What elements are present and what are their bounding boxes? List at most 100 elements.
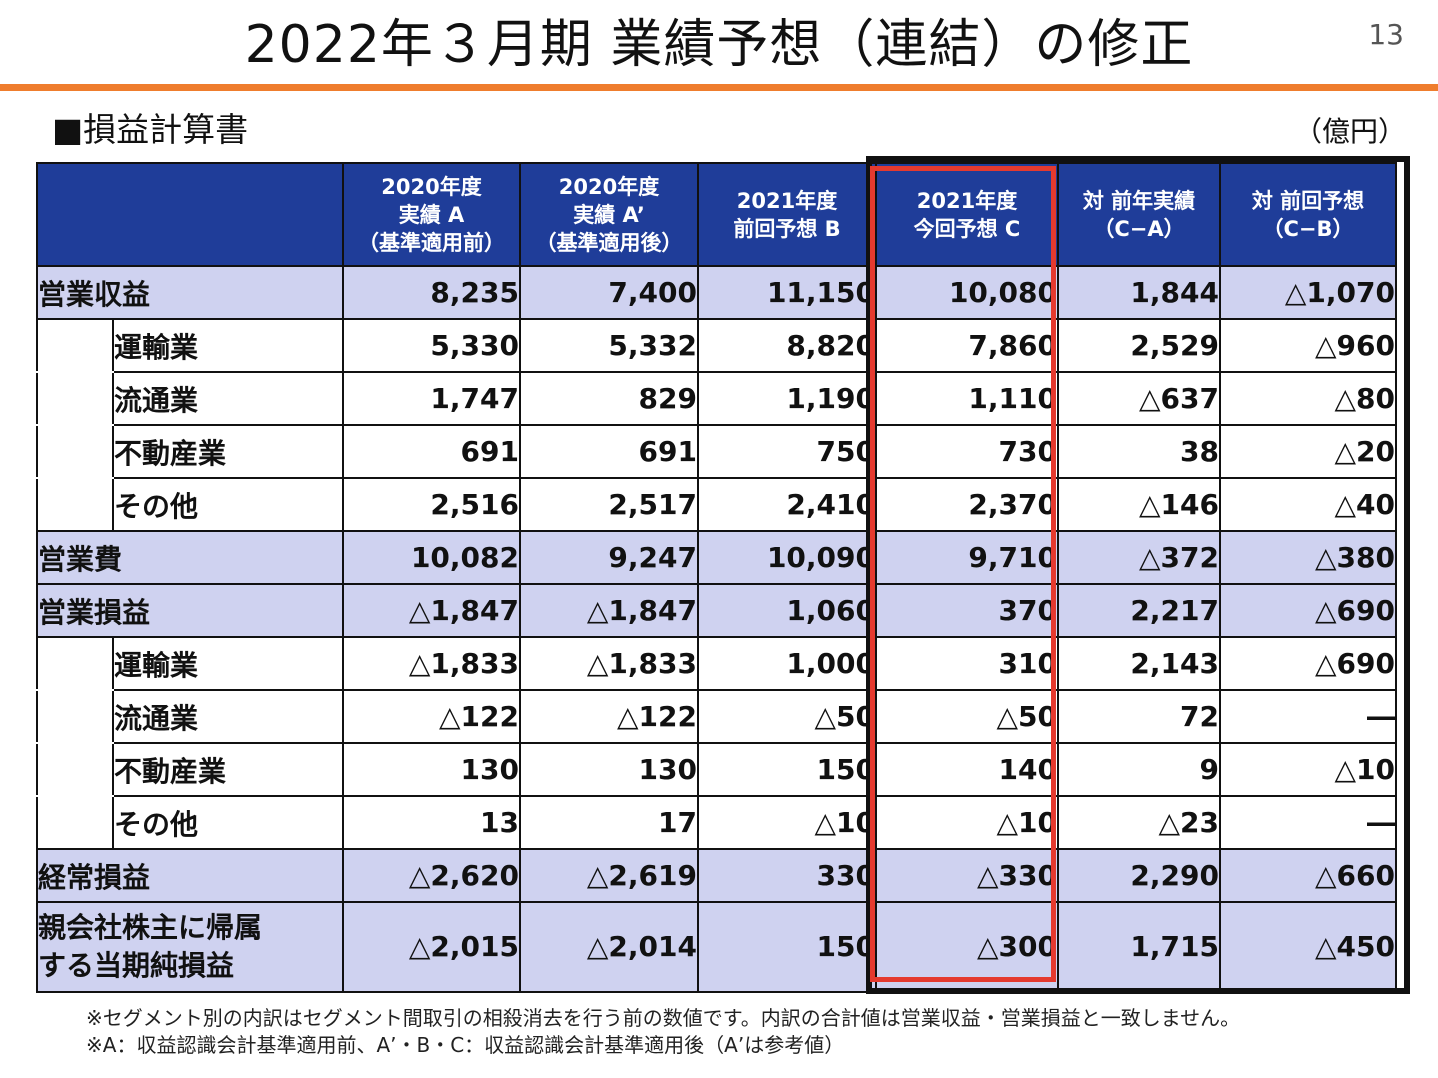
value-cell-vs-prior-year: 38 bbox=[1057, 424, 1221, 479]
value-cell-fy2021-b: 11,150 bbox=[697, 265, 877, 320]
header-cell-blank bbox=[36, 162, 344, 267]
value-cell-vs-prior-forecast: ― bbox=[1219, 689, 1397, 744]
header-cell-fy2021-b: 2021年度 前回予想 B bbox=[697, 162, 877, 267]
value-cell-fy2020-a: △122 bbox=[342, 689, 521, 744]
header-line: 2020年度 bbox=[381, 174, 482, 199]
value-cell-vs-prior-year: △372 bbox=[1057, 530, 1221, 585]
value-cell-vs-prior-year: 9 bbox=[1057, 742, 1221, 797]
indent-cell bbox=[36, 318, 114, 373]
header-cell-fy2021-c: 2021年度 今回予想 C bbox=[875, 162, 1059, 267]
value-cell-fy2020-a-prime: 9,247 bbox=[519, 530, 699, 585]
table-row: 流通業 △122 △122 △50 △50 72 ― bbox=[36, 689, 1397, 744]
row-label: 親会社株主に帰属 する当期純損益 bbox=[36, 901, 344, 993]
table-row: その他 13 17 △10 △10 △23 ― bbox=[36, 795, 1397, 850]
value-cell-vs-prior-year: 72 bbox=[1057, 689, 1221, 744]
segment-label: 運輸業 bbox=[112, 636, 344, 691]
page-title: 2022年３月期 業績予想（連結）の修正 bbox=[244, 15, 1194, 75]
table-row: 運輸業 △1,833 △1,833 1,000 310 2,143 △690 bbox=[36, 636, 1397, 691]
header-row: 2020年度 実績 A （基準適用前） 2020年度 実績 A’ （基準適用後） 202… bbox=[36, 162, 1397, 267]
section-heading: ■損益計算書 bbox=[52, 110, 249, 149]
indent-cell bbox=[36, 636, 114, 691]
value-cell-fy2020-a: 8,235 bbox=[342, 265, 521, 320]
indent-cell bbox=[36, 477, 114, 532]
value-cell-fy2021-c: △50 bbox=[875, 689, 1059, 744]
value-cell-fy2021-b: 150 bbox=[697, 901, 877, 993]
value-cell-fy2020-a-prime: 829 bbox=[519, 371, 699, 426]
value-cell-fy2021-b: 1,190 bbox=[697, 371, 877, 426]
table-row: 不動産業 130 130 150 140 9 △10 bbox=[36, 742, 1397, 797]
value-cell-vs-prior-year: 2,143 bbox=[1057, 636, 1221, 691]
value-cell-vs-prior-year: △637 bbox=[1057, 371, 1221, 426]
value-cell-fy2021-c: 730 bbox=[875, 424, 1059, 479]
row-label: 営業費 bbox=[36, 530, 344, 585]
header-cell-fy2020-a-prime: 2020年度 実績 A’ （基準適用後） bbox=[519, 162, 699, 267]
header-line: 対 前回予想 bbox=[1251, 188, 1365, 213]
header-line: 今回予想 C bbox=[913, 216, 1021, 241]
header-line: 2021年度 bbox=[736, 188, 838, 213]
value-cell-fy2020-a-prime: △1,833 bbox=[519, 636, 699, 691]
value-cell-vs-prior-year: △146 bbox=[1057, 477, 1221, 532]
header-line: 2021年度 bbox=[916, 188, 1018, 213]
table-row: その他 2,516 2,517 2,410 2,370 △146 △40 bbox=[36, 477, 1397, 532]
header-cell-vs-prior-year: 対 前年実績 （C−A） bbox=[1057, 162, 1221, 267]
value-cell-fy2021-c: 7,860 bbox=[875, 318, 1059, 373]
value-cell-vs-prior-forecast: △660 bbox=[1219, 848, 1397, 903]
header-cell-fy2020-a: 2020年度 実績 A （基準適用前） bbox=[342, 162, 521, 267]
row-label: 営業収益 bbox=[36, 265, 344, 320]
header-line: 対 前年実績 bbox=[1082, 188, 1196, 213]
value-cell-fy2020-a: 1,747 bbox=[342, 371, 521, 426]
table-row: 営業損益 △1,847 △1,847 1,060 370 2,217 △690 bbox=[36, 583, 1397, 638]
segment-label: 流通業 bbox=[112, 689, 344, 744]
indent-cell bbox=[36, 424, 114, 479]
header-line: 2020年度 bbox=[558, 174, 660, 199]
value-cell-fy2021-c: 370 bbox=[875, 583, 1059, 638]
value-cell-fy2020-a-prime: △1,847 bbox=[519, 583, 699, 638]
value-cell-fy2020-a-prime: 130 bbox=[519, 742, 699, 797]
value-cell-fy2020-a-prime: △2,014 bbox=[519, 901, 699, 993]
value-cell-fy2021-c: 9,710 bbox=[875, 530, 1059, 585]
value-cell-fy2020-a-prime: 17 bbox=[519, 795, 699, 850]
page-number: 13 bbox=[1368, 18, 1404, 51]
value-cell-vs-prior-year: 1,715 bbox=[1057, 901, 1221, 993]
header-cell-vs-prior-forecast: 対 前回予想 （C−B） bbox=[1219, 162, 1397, 267]
value-cell-fy2021-b: 750 bbox=[697, 424, 877, 479]
indent-cell bbox=[36, 795, 114, 850]
income-statement-table: 2020年度 実績 A （基準適用前） 2020年度 実績 A’ （基準適用後） 202… bbox=[36, 162, 1397, 993]
value-cell-vs-prior-year: 1,844 bbox=[1057, 265, 1221, 320]
value-cell-fy2021-c: 1,110 bbox=[875, 371, 1059, 426]
value-cell-vs-prior-forecast: △960 bbox=[1219, 318, 1397, 373]
value-cell-vs-prior-forecast: △40 bbox=[1219, 477, 1397, 532]
value-cell-fy2020-a-prime: 691 bbox=[519, 424, 699, 479]
row-label-line: 営業損益 bbox=[38, 595, 151, 629]
value-cell-fy2020-a-prime: 7,400 bbox=[519, 265, 699, 320]
row-label: 営業損益 bbox=[36, 583, 344, 638]
value-cell-fy2020-a: △1,833 bbox=[342, 636, 521, 691]
unit-label: （億円） bbox=[1293, 115, 1406, 148]
footnote-standards: ※A：収益認識会計基準適用前、A’・B・C：収益認識会計基準適用後（A’は参考値… bbox=[86, 1033, 845, 1057]
value-cell-fy2020-a: 10,082 bbox=[342, 530, 521, 585]
header-line: （C−A） bbox=[1093, 216, 1185, 241]
segment-label: その他 bbox=[112, 477, 344, 532]
value-cell-fy2020-a-prime: △2,619 bbox=[519, 848, 699, 903]
value-cell-fy2021-b: △50 bbox=[697, 689, 877, 744]
indent-cell bbox=[36, 371, 114, 426]
table-row: 運輸業 5,330 5,332 8,820 7,860 2,529 △960 bbox=[36, 318, 1397, 373]
header-line: （基準適用後） bbox=[535, 230, 683, 255]
value-cell-fy2021-c: 2,370 bbox=[875, 477, 1059, 532]
header-line: 前回予想 B bbox=[733, 216, 841, 241]
value-cell-fy2021-c: △300 bbox=[875, 901, 1059, 993]
value-cell-fy2020-a-prime: 2,517 bbox=[519, 477, 699, 532]
value-cell-vs-prior-forecast: △450 bbox=[1219, 901, 1397, 993]
value-cell-fy2021-c: 140 bbox=[875, 742, 1059, 797]
footnote-segment: ※セグメント別の内訳はセグメント間取引の相殺消去を行う前の数値です。内訳の合計値… bbox=[86, 1006, 1241, 1030]
value-cell-vs-prior-forecast: ― bbox=[1219, 795, 1397, 850]
indent-cell bbox=[36, 742, 114, 797]
value-cell-fy2021-b: 2,410 bbox=[697, 477, 877, 532]
value-cell-vs-prior-forecast: △10 bbox=[1219, 742, 1397, 797]
row-label-line: する当期純損益 bbox=[38, 949, 235, 982]
segment-label: 運輸業 bbox=[112, 318, 344, 373]
value-cell-vs-prior-year: 2,290 bbox=[1057, 848, 1221, 903]
value-cell-fy2020-a-prime: 5,332 bbox=[519, 318, 699, 373]
table-row: 親会社株主に帰属 する当期純損益 △2,015 △2,014 150 △300 1,715 △… bbox=[36, 901, 1397, 993]
value-cell-vs-prior-year: 2,217 bbox=[1057, 583, 1221, 638]
